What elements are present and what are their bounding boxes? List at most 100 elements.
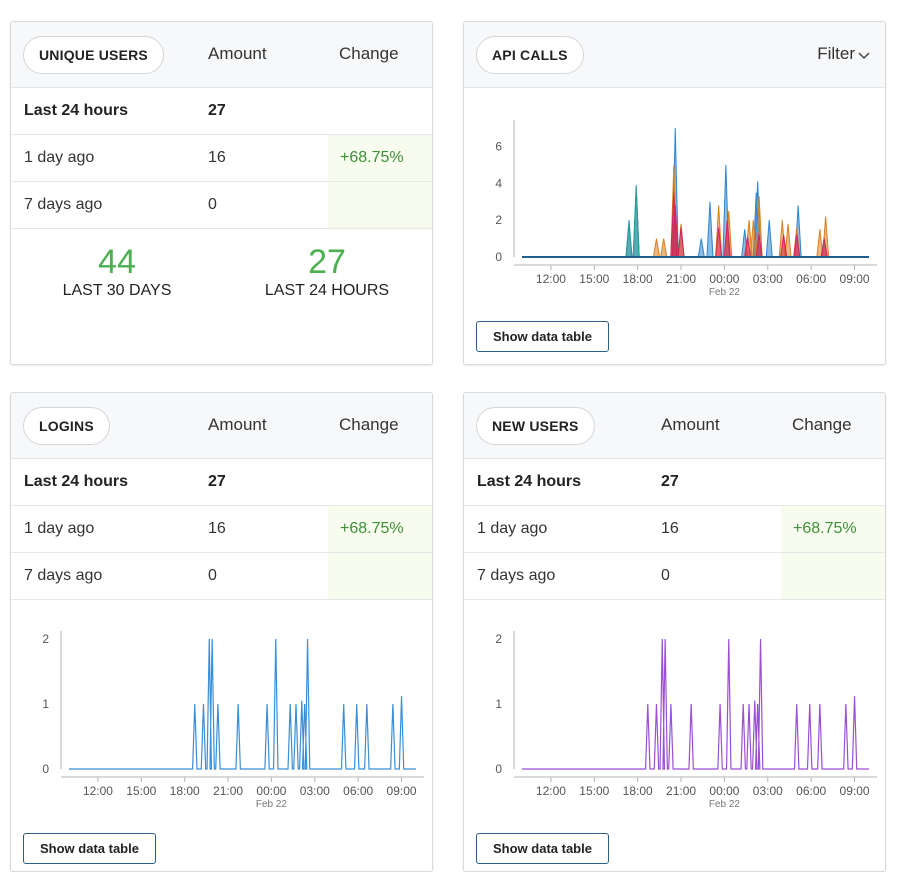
amount-column-header: Amount [208, 44, 267, 63]
change-value: +68.75% [781, 506, 885, 552]
show-data-table-button[interactable]: Show data table [476, 833, 609, 864]
y-tick-label: 1 [495, 697, 502, 711]
card-header: LOGINS Amount Change [11, 393, 432, 459]
y-tick-label: 0 [495, 762, 502, 776]
card-header: API CALLS Filter [464, 22, 885, 88]
x-tick-label: 09:00 [387, 784, 417, 798]
x-date-label: Feb 22 [256, 799, 288, 810]
x-tick-label: 03:00 [753, 272, 783, 286]
row-amount: 27 [208, 473, 226, 490]
x-tick-label: 03:00 [753, 784, 783, 798]
series-spike [706, 201, 714, 258]
change-value [781, 553, 885, 599]
table-row: 7 days ago 0 [11, 553, 432, 600]
row-amount: 0 [208, 196, 217, 213]
stat-last-24-hours: 27 LAST 24 HOURS [227, 244, 427, 300]
x-date-label: Feb 22 [709, 287, 741, 298]
row-label: 1 day ago [24, 149, 95, 166]
x-tick-label: 09:00 [840, 784, 870, 798]
change-column-header: Change [339, 415, 399, 434]
x-tick-label: 00:00 [709, 784, 739, 798]
x-tick-label: 12:00 [536, 784, 566, 798]
api-calls-title: API CALLS [476, 36, 584, 74]
y-tick-label: 0 [495, 250, 502, 264]
table-row: Last 24 hours 27 [11, 459, 432, 506]
x-tick-label: 06:00 [343, 784, 373, 798]
unique-users-title: UNIQUE USERS [23, 36, 164, 74]
table-row: 7 days ago 0 [464, 553, 885, 600]
x-tick-label: 00:00 [709, 272, 739, 286]
change-value: +68.75% [328, 506, 432, 552]
x-tick-label: 06:00 [796, 784, 826, 798]
stat-value: 27 [308, 243, 346, 281]
row-amount: 0 [661, 567, 670, 584]
row-label: 7 days ago [24, 567, 103, 584]
filter-dropdown[interactable]: Filter [817, 44, 871, 64]
row-amount: 27 [208, 102, 226, 119]
new-users-card: NEW USERS Amount Change Last 24 hours 27… [463, 392, 886, 872]
row-amount: 0 [208, 567, 217, 584]
stat-value: 44 [98, 243, 136, 281]
row-label: Last 24 hours [24, 102, 129, 119]
x-tick-label: 15:00 [579, 784, 609, 798]
row-amount: 16 [661, 520, 679, 537]
row-amount: 16 [208, 520, 226, 537]
amount-column-header: Amount [661, 415, 720, 434]
logins-title: LOGINS [23, 407, 110, 445]
row-label: Last 24 hours [477, 473, 582, 490]
row-label: 1 day ago [477, 520, 548, 537]
change-value [328, 182, 432, 228]
table-row: Last 24 hours 27 [464, 459, 885, 506]
stat-label: LAST 30 DAYS [62, 282, 172, 299]
x-tick-label: 03:00 [300, 784, 330, 798]
row-label: 7 days ago [24, 196, 103, 213]
change-column-header: Change [339, 44, 399, 63]
y-tick-label: 2 [42, 632, 49, 646]
table-row: Last 24 hours 27 [11, 88, 432, 135]
x-tick-label: 00:00 [256, 784, 286, 798]
y-tick-label: 2 [495, 632, 502, 646]
change-column-header: Change [792, 415, 852, 434]
x-tick-label: 15:00 [126, 784, 156, 798]
y-tick-label: 1 [42, 697, 49, 711]
x-tick-label: 21:00 [666, 784, 696, 798]
series-spike [660, 238, 668, 258]
x-tick-label: 09:00 [840, 272, 870, 286]
series-spike [697, 238, 705, 258]
series-line [69, 638, 416, 770]
x-tick-label: 12:00 [83, 784, 113, 798]
logins-card: LOGINS Amount Change Last 24 hours 27 1 … [10, 392, 433, 872]
x-date-label: Feb 22 [709, 799, 741, 810]
show-data-table-button[interactable]: Show data table [23, 833, 156, 864]
y-tick-label: 6 [495, 139, 502, 153]
table-row: 1 day ago 16 +68.75% [11, 135, 432, 182]
change-value: +68.75% [328, 135, 432, 181]
x-tick-label: 18:00 [623, 784, 653, 798]
unique-users-card: UNIQUE USERS Amount Change Last 24 hours… [10, 21, 433, 365]
x-tick-label: 15:00 [579, 272, 609, 286]
row-label: Last 24 hours [24, 473, 129, 490]
y-tick-label: 0 [42, 762, 49, 776]
filter-label[interactable]: Filter [817, 44, 855, 63]
stat-last-30-days: 44 LAST 30 DAYS [17, 244, 217, 300]
row-amount: 16 [208, 149, 226, 166]
x-tick-label: 18:00 [623, 272, 653, 286]
x-tick-label: 12:00 [536, 272, 566, 286]
x-tick-label: 21:00 [213, 784, 243, 798]
show-data-table-button[interactable]: Show data table [476, 321, 609, 352]
chevron-down-icon [858, 51, 870, 59]
table-row: 1 day ago 16 +68.75% [464, 506, 885, 553]
y-tick-label: 4 [495, 176, 502, 190]
table-row: 7 days ago 0 [11, 182, 432, 229]
x-tick-label: 18:00 [170, 784, 200, 798]
amount-column-header: Amount [208, 415, 267, 434]
series-line [522, 638, 869, 770]
row-amount: 27 [661, 473, 679, 490]
stat-label: LAST 24 HOURS [264, 282, 390, 299]
series-spike [632, 186, 640, 258]
row-label: 1 day ago [24, 520, 95, 537]
series-spike [765, 220, 773, 258]
